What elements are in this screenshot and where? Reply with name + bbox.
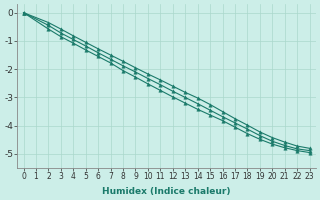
X-axis label: Humidex (Indice chaleur): Humidex (Indice chaleur) [102,187,231,196]
